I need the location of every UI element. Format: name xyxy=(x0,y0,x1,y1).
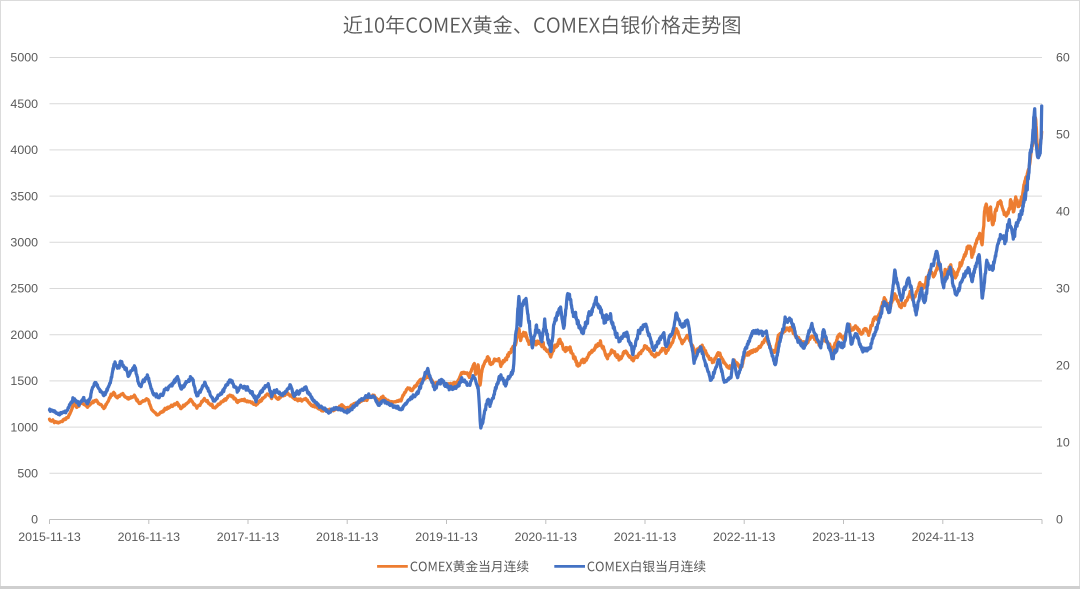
svg-text:4000: 4000 xyxy=(10,143,38,157)
svg-text:5000: 5000 xyxy=(10,51,38,65)
svg-text:30: 30 xyxy=(1056,282,1070,296)
svg-text:1000: 1000 xyxy=(10,420,38,434)
svg-text:4500: 4500 xyxy=(10,97,38,111)
svg-text:50: 50 xyxy=(1056,128,1070,142)
svg-text:1500: 1500 xyxy=(10,374,38,388)
svg-text:3000: 3000 xyxy=(10,236,38,250)
svg-text:2500: 2500 xyxy=(10,282,38,296)
svg-text:2019-11-13: 2019-11-13 xyxy=(415,530,478,544)
svg-text:3500: 3500 xyxy=(10,189,38,203)
svg-text:2015-11-13: 2015-11-13 xyxy=(18,530,81,544)
svg-text:0: 0 xyxy=(31,513,38,527)
svg-text:2021-11-13: 2021-11-13 xyxy=(614,530,677,544)
svg-text:0: 0 xyxy=(1056,513,1063,527)
svg-text:20: 20 xyxy=(1056,359,1070,373)
svg-text:2022-11-13: 2022-11-13 xyxy=(713,530,776,544)
svg-text:10: 10 xyxy=(1056,436,1070,450)
svg-text:2023-11-13: 2023-11-13 xyxy=(812,530,875,544)
svg-text:2017-11-13: 2017-11-13 xyxy=(217,530,280,544)
svg-text:40: 40 xyxy=(1056,205,1070,219)
svg-text:2020-11-13: 2020-11-13 xyxy=(515,530,578,544)
svg-text:2018-11-13: 2018-11-13 xyxy=(316,530,379,544)
svg-text:2016-11-13: 2016-11-13 xyxy=(118,530,181,544)
svg-text:2000: 2000 xyxy=(10,328,38,342)
svg-text:500: 500 xyxy=(17,467,38,481)
svg-text:2024-11-13: 2024-11-13 xyxy=(912,530,975,544)
svg-text:60: 60 xyxy=(1056,51,1070,65)
